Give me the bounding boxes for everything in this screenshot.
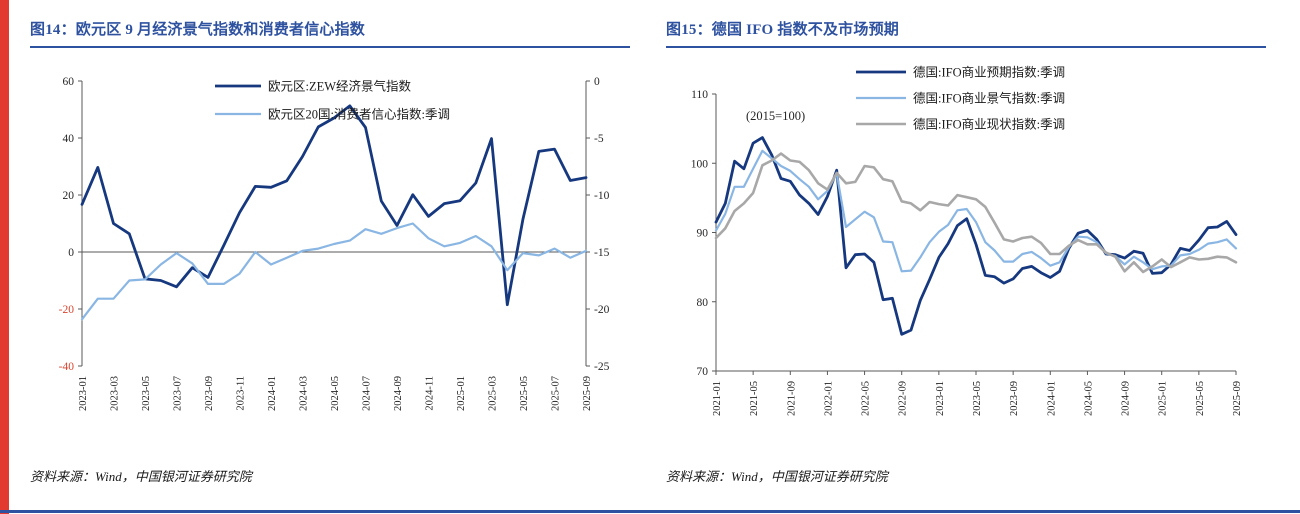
svg-text:110: 110 (691, 89, 708, 101)
svg-text:2024-05: 2024-05 (1083, 381, 1094, 416)
figure-14: 图14：欧元区 9 月经济景气指数和消费者信心指数 60 40 20 0 -20 -40 0… (30, 10, 630, 485)
svg-text:2024-01: 2024-01 (267, 376, 278, 411)
svg-text:2023-05: 2023-05 (141, 376, 152, 411)
svg-text:2021-09: 2021-09 (786, 381, 797, 416)
svg-text:40: 40 (63, 133, 75, 145)
svg-text:2022-01: 2022-01 (823, 381, 834, 416)
svg-text:100: 100 (691, 158, 709, 170)
bottom-divider (0, 510, 1300, 513)
svg-text:欧元区20国:消费者信心指数:季调: 欧元区20国:消费者信心指数:季调 (268, 107, 450, 122)
svg-text:2023-03: 2023-03 (110, 376, 121, 411)
svg-text:60: 60 (63, 76, 75, 88)
svg-text:-40: -40 (59, 361, 75, 373)
svg-text:2024-09: 2024-09 (1121, 381, 1132, 416)
svg-text:德国:IFO商业景气指数:季调: 德国:IFO商业景气指数:季调 (913, 91, 1065, 106)
left-red-stripe (0, 0, 9, 514)
svg-text:2023-01: 2023-01 (78, 376, 89, 411)
svg-text:2023-09: 2023-09 (1009, 381, 1020, 416)
svg-text:2021-05: 2021-05 (749, 381, 760, 416)
svg-text:2022-05: 2022-05 (861, 381, 872, 416)
svg-text:2024-01: 2024-01 (1046, 381, 1057, 416)
svg-text:2024-09: 2024-09 (393, 376, 404, 411)
svg-text:-20: -20 (59, 304, 75, 316)
svg-text:2025-09: 2025-09 (582, 376, 593, 411)
svg-text:2024-07: 2024-07 (362, 376, 373, 411)
svg-text:德国:IFO商业预期指数:季调: 德国:IFO商业预期指数:季调 (913, 65, 1065, 80)
svg-text:0: 0 (594, 76, 600, 88)
figure-15-source: 资料来源：Wind，中国银河证券研究院 (666, 469, 888, 484)
svg-text:2025-03: 2025-03 (488, 376, 499, 411)
svg-text:0: 0 (68, 247, 74, 259)
svg-text:70: 70 (697, 366, 709, 378)
svg-text:2023-01: 2023-01 (935, 381, 946, 416)
svg-text:2021-01: 2021-01 (712, 381, 723, 416)
svg-text:2025-01: 2025-01 (1158, 381, 1169, 416)
figure-14-line-chart: 60 40 20 0 -20 -40 0 -5 -10 -15 -20 -25 2023-01 2023-… (59, 76, 610, 411)
svg-text:-15: -15 (594, 247, 610, 259)
svg-text:2025-07: 2025-07 (551, 376, 562, 411)
svg-text:2024-03: 2024-03 (299, 376, 310, 411)
svg-text:(2015=100): (2015=100) (746, 109, 805, 123)
figure-14-title-rule (30, 46, 630, 48)
svg-text:20: 20 (63, 190, 75, 202)
svg-text:80: 80 (697, 297, 709, 309)
figure-15-title-rule (666, 46, 1266, 48)
svg-text:德国:IFO商业现状指数:季调: 德国:IFO商业现状指数:季调 (913, 117, 1065, 132)
figure-15-title: 图15：德国 IFO 指数不及市场预期 (666, 22, 899, 38)
svg-text:2023-09: 2023-09 (204, 376, 215, 411)
svg-text:2022-09: 2022-09 (898, 381, 909, 416)
svg-text:2023-11: 2023-11 (236, 376, 247, 411)
svg-text:2025-05: 2025-05 (519, 376, 530, 411)
figure-15: 图15：德国 IFO 指数不及市场预期 110 100 90 80 70 2021-01 2… (666, 10, 1266, 485)
svg-text:2023-07: 2023-07 (173, 376, 184, 411)
figure-14-title: 图14：欧元区 9 月经济景气指数和消费者信心指数 (30, 22, 366, 38)
svg-text:2023-05: 2023-05 (972, 381, 983, 416)
svg-text:2024-11: 2024-11 (425, 376, 436, 411)
svg-text:-20: -20 (594, 304, 610, 316)
svg-text:90: 90 (697, 228, 709, 240)
figure-14-source: 资料来源：Wind，中国银河证券研究院 (30, 469, 252, 484)
svg-text:-5: -5 (594, 133, 604, 145)
report-content: 图14：欧元区 9 月经济景气指数和消费者信心指数 60 40 20 0 -20 -40 0… (30, 10, 1266, 485)
svg-text:2025-01: 2025-01 (456, 376, 467, 411)
svg-text:2024-05: 2024-05 (330, 376, 341, 411)
svg-text:欧元区:ZEW经济景气指数: 欧元区:ZEW经济景气指数 (268, 79, 412, 94)
svg-text:2025-05: 2025-05 (1195, 381, 1206, 416)
svg-text:2025-09: 2025-09 (1232, 381, 1243, 416)
svg-text:-10: -10 (594, 190, 610, 202)
svg-text:-25: -25 (594, 361, 610, 373)
